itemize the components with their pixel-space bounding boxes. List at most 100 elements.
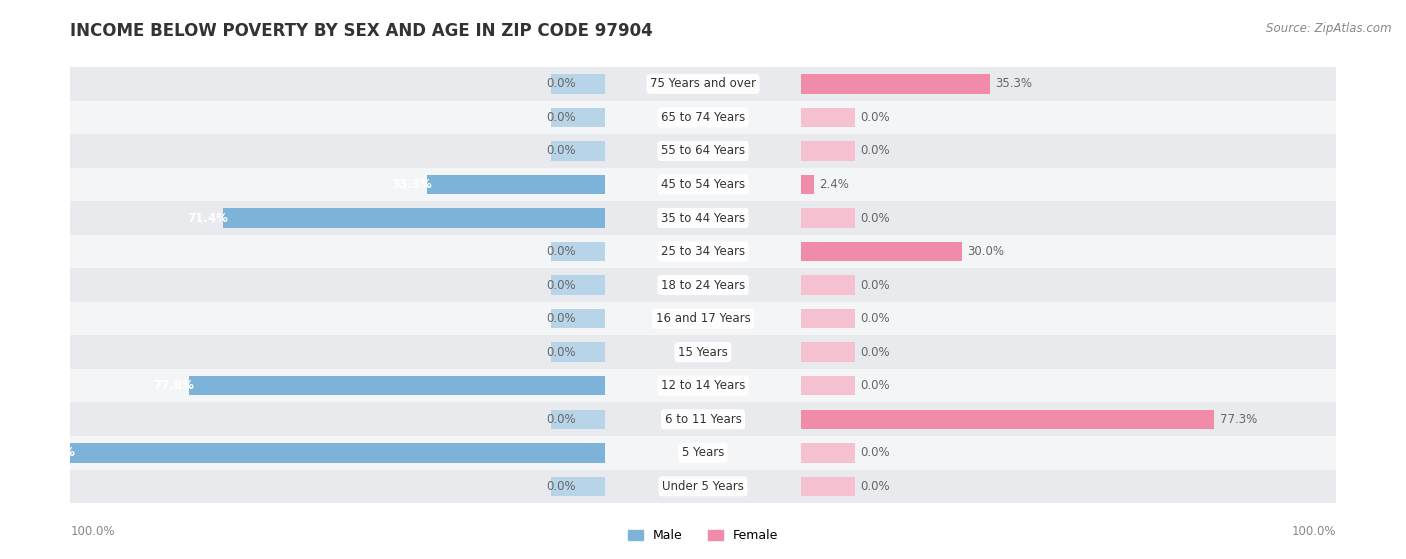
Text: Source: ZipAtlas.com: Source: ZipAtlas.com xyxy=(1267,22,1392,35)
Bar xyxy=(70,302,605,335)
Bar xyxy=(551,276,605,295)
Bar xyxy=(70,235,605,268)
Text: 0.0%: 0.0% xyxy=(860,211,890,225)
Bar xyxy=(801,168,1336,201)
Legend: Male, Female: Male, Female xyxy=(623,524,783,547)
Bar xyxy=(70,369,605,402)
Text: 0.0%: 0.0% xyxy=(546,278,575,292)
Bar xyxy=(70,436,605,470)
Bar xyxy=(801,235,1336,268)
Bar xyxy=(801,335,1336,369)
Text: 100.0%: 100.0% xyxy=(70,525,115,538)
Bar xyxy=(801,369,1336,402)
Bar xyxy=(605,134,801,168)
Bar xyxy=(801,276,855,295)
Bar xyxy=(551,74,605,93)
Bar xyxy=(70,268,605,302)
Bar xyxy=(551,343,605,362)
Bar xyxy=(605,302,801,335)
Bar xyxy=(801,201,1336,235)
Bar xyxy=(801,268,1336,302)
Text: 18 to 24 Years: 18 to 24 Years xyxy=(661,278,745,292)
Bar xyxy=(70,443,605,462)
Bar xyxy=(70,101,605,134)
Bar xyxy=(551,309,605,328)
Bar xyxy=(801,309,855,328)
Text: 5 Years: 5 Years xyxy=(682,446,724,459)
Text: 0.0%: 0.0% xyxy=(546,77,575,91)
Text: INCOME BELOW POVERTY BY SEX AND AGE IN ZIP CODE 97904: INCOME BELOW POVERTY BY SEX AND AGE IN Z… xyxy=(70,22,652,40)
Bar xyxy=(605,436,801,470)
Bar xyxy=(551,141,605,160)
Bar xyxy=(801,410,1215,429)
Bar xyxy=(70,201,605,235)
Bar xyxy=(605,168,801,201)
Bar xyxy=(801,101,1336,134)
Text: 15 Years: 15 Years xyxy=(678,345,728,359)
Text: 0.0%: 0.0% xyxy=(860,480,890,493)
Bar xyxy=(801,74,990,93)
Text: 6 to 11 Years: 6 to 11 Years xyxy=(665,413,741,426)
Bar xyxy=(605,335,801,369)
Bar xyxy=(801,477,855,496)
Text: 0.0%: 0.0% xyxy=(860,144,890,158)
Text: 100.0%: 100.0% xyxy=(27,446,76,459)
Bar xyxy=(551,242,605,261)
Bar xyxy=(605,67,801,101)
Text: 35.3%: 35.3% xyxy=(995,77,1032,91)
Bar xyxy=(801,141,855,160)
Bar xyxy=(551,477,605,496)
Text: 0.0%: 0.0% xyxy=(546,245,575,258)
Text: 0.0%: 0.0% xyxy=(546,144,575,158)
Bar xyxy=(801,343,855,362)
Bar xyxy=(605,402,801,436)
Bar xyxy=(605,470,801,503)
Text: 0.0%: 0.0% xyxy=(860,446,890,459)
Bar xyxy=(801,436,1336,470)
Text: 0.0%: 0.0% xyxy=(860,278,890,292)
Text: 0.0%: 0.0% xyxy=(546,312,575,325)
Bar xyxy=(801,67,1336,101)
Text: 65 to 74 Years: 65 to 74 Years xyxy=(661,111,745,124)
Text: 0.0%: 0.0% xyxy=(860,312,890,325)
Text: 16 and 17 Years: 16 and 17 Years xyxy=(655,312,751,325)
Text: 0.0%: 0.0% xyxy=(546,480,575,493)
Text: 0.0%: 0.0% xyxy=(546,413,575,426)
Bar xyxy=(70,67,605,101)
Bar xyxy=(70,470,605,503)
Text: 0.0%: 0.0% xyxy=(860,111,890,124)
Text: 0.0%: 0.0% xyxy=(546,111,575,124)
Text: 2.4%: 2.4% xyxy=(820,178,849,191)
Text: 71.4%: 71.4% xyxy=(187,211,228,225)
Bar xyxy=(70,134,605,168)
Text: 12 to 14 Years: 12 to 14 Years xyxy=(661,379,745,392)
Bar xyxy=(70,402,605,436)
Text: 0.0%: 0.0% xyxy=(546,345,575,359)
Bar xyxy=(801,209,855,228)
Bar xyxy=(801,470,1336,503)
Bar xyxy=(551,108,605,127)
Text: Under 5 Years: Under 5 Years xyxy=(662,480,744,493)
Bar xyxy=(801,443,855,462)
Bar xyxy=(801,175,814,194)
Text: 77.3%: 77.3% xyxy=(1220,413,1257,426)
Text: 25 to 34 Years: 25 to 34 Years xyxy=(661,245,745,258)
Text: 0.0%: 0.0% xyxy=(860,379,890,392)
Bar xyxy=(801,402,1336,436)
Text: 0.0%: 0.0% xyxy=(860,345,890,359)
Bar xyxy=(605,101,801,134)
Text: 45 to 54 Years: 45 to 54 Years xyxy=(661,178,745,191)
Text: 55 to 64 Years: 55 to 64 Years xyxy=(661,144,745,158)
Bar xyxy=(551,410,605,429)
Bar xyxy=(605,201,801,235)
Bar xyxy=(801,242,962,261)
Text: 75 Years and over: 75 Years and over xyxy=(650,77,756,91)
Text: 30.0%: 30.0% xyxy=(967,245,1004,258)
Bar xyxy=(801,376,855,395)
Bar xyxy=(70,335,605,369)
Bar xyxy=(801,302,1336,335)
Bar xyxy=(224,209,605,228)
Bar xyxy=(801,134,1336,168)
Text: 35 to 44 Years: 35 to 44 Years xyxy=(661,211,745,225)
Bar xyxy=(426,175,605,194)
